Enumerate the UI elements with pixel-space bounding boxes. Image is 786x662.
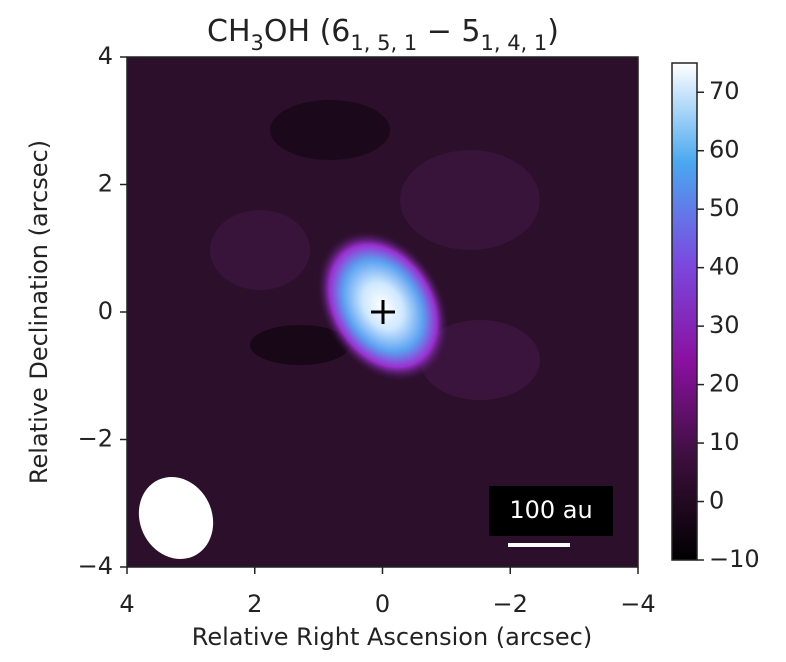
structure bbox=[400, 150, 540, 250]
title-text: CH bbox=[207, 14, 251, 49]
colorbar bbox=[671, 62, 698, 561]
structure bbox=[210, 210, 310, 290]
y-axis-label: Relative Declination (arcsec) bbox=[25, 140, 53, 484]
colorbar-tick-label: −10 bbox=[709, 545, 760, 573]
colorbar-tick-label: 40 bbox=[709, 253, 740, 281]
y-tick-label: 2 bbox=[98, 170, 113, 198]
structure bbox=[250, 325, 350, 365]
y-tick-label: −4 bbox=[78, 552, 113, 580]
y-tick-label: 4 bbox=[98, 42, 113, 70]
y-tick-label: 0 bbox=[98, 297, 113, 325]
x-tick-label: 0 bbox=[375, 590, 390, 618]
title-subscript: 3 bbox=[251, 31, 264, 55]
title-text: − 5 bbox=[417, 14, 480, 49]
scale-bar-box bbox=[489, 486, 613, 536]
chart-title: CH3OH (61, 5, 1 − 51, 4, 1) bbox=[207, 14, 559, 56]
colorbar-tick-label: 70 bbox=[709, 77, 740, 105]
colorbar-tick-label: 10 bbox=[709, 428, 740, 456]
colorbar-tick-label: 50 bbox=[709, 194, 740, 222]
x-tick-label: 2 bbox=[247, 590, 262, 618]
colorbar-tick-label: 60 bbox=[709, 136, 740, 164]
beam bbox=[138, 477, 214, 559]
x-tick-label: −2 bbox=[493, 590, 528, 618]
title-text: ) bbox=[547, 14, 559, 49]
x-axis-label: Relative Right Ascension (arcsec) bbox=[192, 623, 592, 651]
source-marker bbox=[371, 300, 395, 324]
x-tick-label: 4 bbox=[119, 590, 134, 618]
scale-bar-label: 100 au bbox=[509, 496, 592, 524]
colorbar-tick-label: 20 bbox=[709, 370, 740, 398]
image: 100 au bbox=[127, 57, 638, 567]
structure bbox=[420, 320, 540, 400]
title-subscript: 1, 4, 1 bbox=[480, 31, 547, 55]
title-subscript: 1, 5, 1 bbox=[350, 31, 417, 55]
structure bbox=[270, 100, 390, 160]
colorbar-tick-label: 30 bbox=[709, 311, 740, 339]
title-text: OH (6 bbox=[264, 14, 351, 49]
colorbar-tick-label: 0 bbox=[709, 487, 724, 515]
y-tick-label: −2 bbox=[78, 425, 113, 453]
x-tick-label: −4 bbox=[620, 590, 655, 618]
